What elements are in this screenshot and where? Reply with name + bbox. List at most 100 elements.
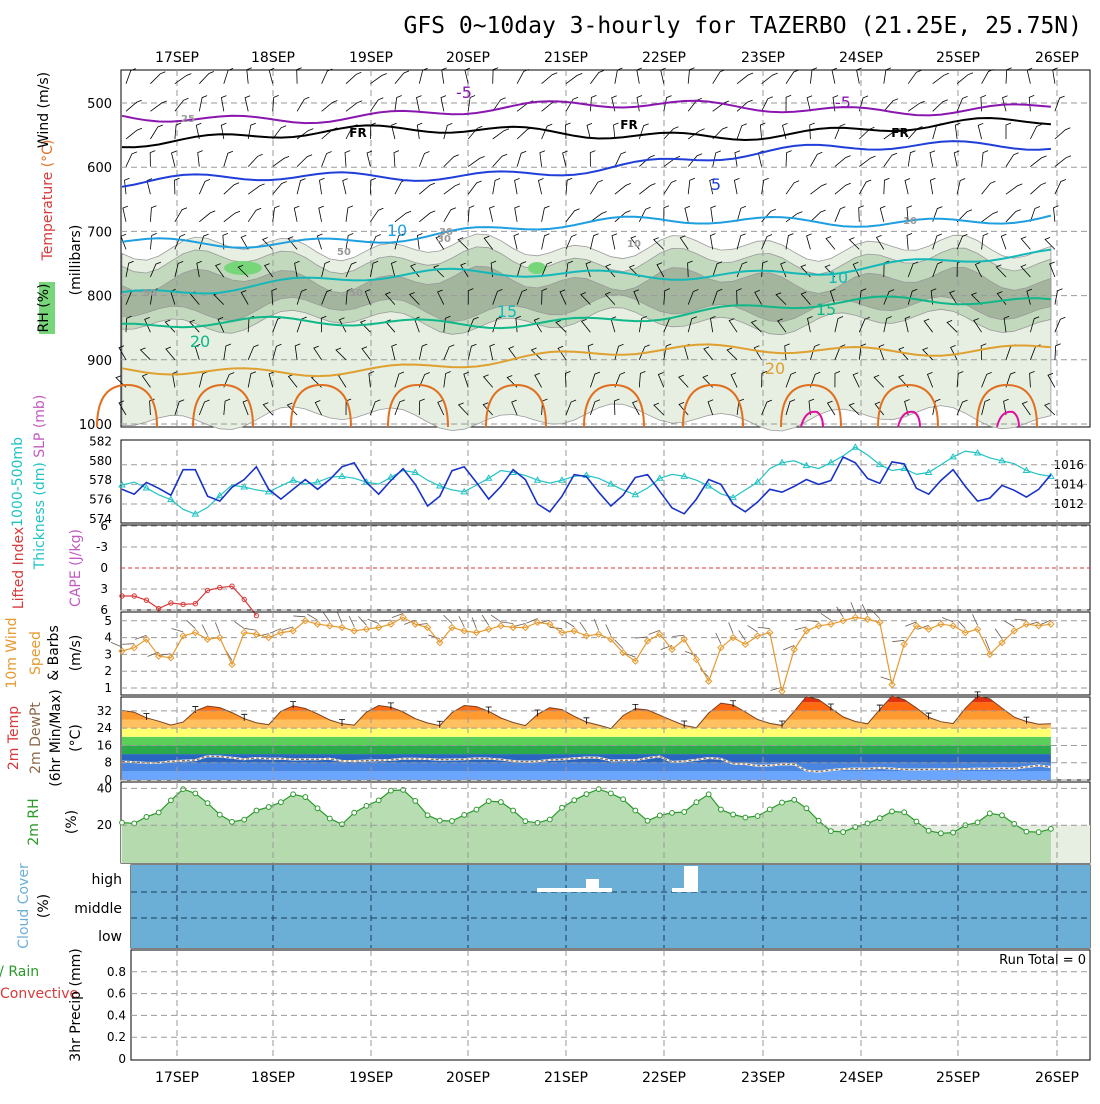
wind10m-point: [191, 628, 200, 637]
wind-barb: [590, 95, 597, 112]
contour-label: FR: [349, 126, 366, 140]
temperature-tick-label: 16: [97, 738, 112, 752]
temperature-band: [122, 762, 1051, 772]
wind10m-point: [1034, 622, 1043, 630]
wind-barb: [150, 261, 162, 278]
thickness-point: [435, 482, 444, 489]
wind-barb: [214, 263, 225, 278]
wind-barb: [754, 289, 762, 305]
wind-barb: [923, 318, 934, 333]
rh-point: [497, 799, 504, 805]
wind-barb: [956, 209, 973, 223]
wind-barb: [247, 183, 265, 195]
wind-barb: [883, 152, 898, 167]
wind10m-point: [301, 617, 310, 625]
wind10m-point: [753, 632, 762, 640]
wind-barb: [825, 236, 836, 250]
wind10m-barb: [672, 634, 685, 637]
wind-barb: [712, 261, 723, 278]
wind-barb: [1029, 371, 1035, 388]
wind-barb: [856, 67, 862, 84]
temperature-band: [122, 728, 1051, 737]
rh-axis-title: RH (%): [36, 284, 52, 333]
rh-point: [277, 799, 284, 806]
wind-barb: [970, 292, 982, 305]
wind-barb: [262, 402, 273, 416]
wind10m-point: [289, 627, 297, 635]
wind-barb: [141, 373, 151, 388]
wind-barb: [189, 319, 200, 333]
wind10m-barb: [458, 615, 465, 628]
wind10m-point: [533, 618, 542, 627]
wind-barb: [810, 371, 821, 388]
wind-barb: [1005, 371, 1016, 388]
temperature-tick-label: 8: [104, 756, 112, 770]
wind-barb: [370, 207, 384, 223]
temperature-minmax-bar: [925, 712, 932, 720]
pressure-tick-label: 500: [87, 97, 112, 112]
rh-shading-bright: [224, 261, 262, 275]
wind-barb: [223, 372, 235, 388]
wind-barb: [904, 316, 911, 333]
precip-panel-frame: [130, 949, 1091, 1061]
thickness-tick-label: 578: [89, 473, 112, 487]
wind10m-barb: [593, 618, 600, 631]
wind10m-barb: [905, 621, 917, 627]
temperature-minmax-bar: [339, 719, 345, 726]
axis-label-part: (millibars): [68, 225, 84, 296]
wind-barb: [1005, 122, 1012, 139]
wind-barb: [761, 399, 773, 416]
wind-barb: [930, 288, 937, 305]
wind10m-barb: [928, 619, 941, 622]
rh-point: [986, 810, 993, 817]
rh-point: [559, 804, 565, 811]
wind-barb: [707, 399, 714, 416]
temperature-minmax-bar: [387, 702, 394, 710]
wind-barb: [370, 97, 384, 112]
wind-barb: [1026, 67, 1033, 84]
wind-barb: [118, 400, 127, 416]
bottom-date-label: 20SEP: [446, 1070, 490, 1086]
top-date-label: 18SEP: [251, 50, 295, 66]
wind-barb: [197, 150, 203, 167]
rh2m-axis-title-a: 2m RH: [26, 798, 42, 845]
wind10m-point: [961, 628, 970, 637]
wind10m-point: [509, 623, 517, 632]
wind-barb: [419, 210, 436, 223]
wind-barb: [443, 123, 453, 140]
wind-barb: [687, 316, 697, 333]
wind-barb: [586, 123, 593, 140]
axis-label-part: Speed: [28, 631, 44, 675]
wind-barb: [878, 344, 885, 360]
temperature-contour: [121, 99, 1051, 125]
rh-point: [742, 814, 749, 821]
temperature-minmax-bar: [485, 706, 492, 714]
wind-barb: [904, 399, 910, 416]
rh-point: [889, 808, 895, 815]
wind-barb: [263, 263, 274, 278]
wind-barb: [834, 371, 841, 388]
rh-point: [192, 790, 199, 797]
wind-barb: [565, 234, 577, 250]
wind-barb: [247, 153, 263, 167]
wind-barb: [638, 316, 647, 333]
wind-barb: [514, 178, 520, 195]
wind-barb: [490, 260, 497, 278]
thickness-point: [631, 490, 640, 498]
wind-barb: [345, 288, 353, 305]
thickness-point: [827, 458, 835, 466]
wind-barb: [443, 344, 455, 360]
wind-barb: [195, 122, 202, 140]
wind10m-point: [264, 633, 273, 642]
temperature-minmax-bar: [534, 709, 541, 717]
wind-barb: [242, 399, 249, 416]
wind-barb: [663, 155, 681, 167]
wind-barb: [907, 69, 922, 84]
thickness-point: [460, 487, 469, 495]
wind10m-point: [1010, 627, 1018, 635]
contour-label: 10: [903, 216, 917, 227]
rh-point: [473, 806, 480, 813]
wind10m-point: [387, 620, 395, 628]
wind10m-point: [949, 622, 957, 630]
